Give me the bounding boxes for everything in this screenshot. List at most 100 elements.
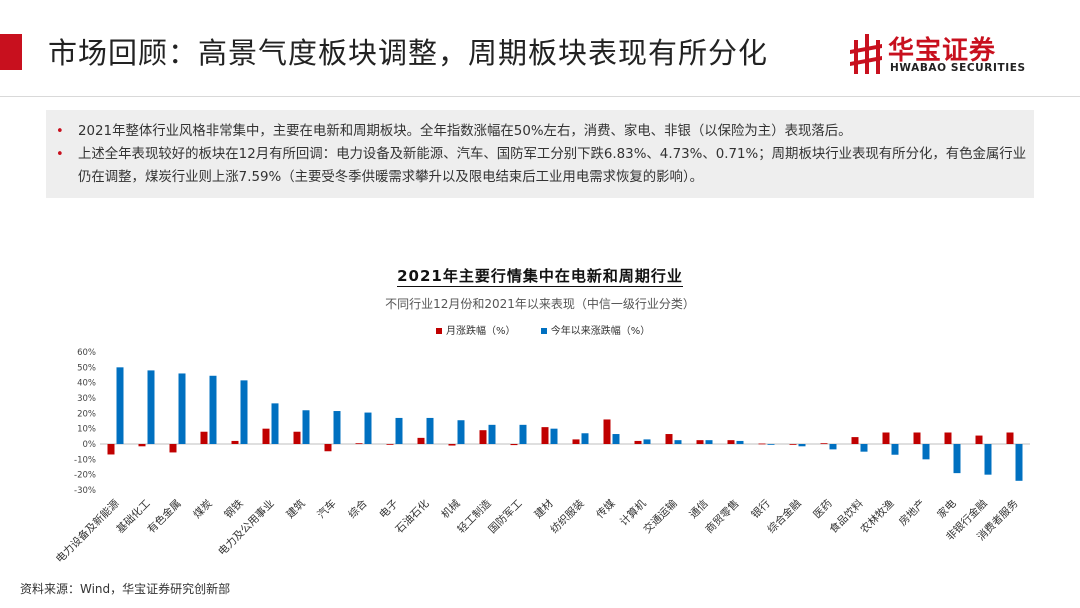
- bar-monthly: [727, 440, 735, 444]
- bar-ytd: [953, 444, 961, 474]
- huabao-logo-icon: [850, 34, 882, 74]
- x-category-label: 建材: [532, 497, 556, 521]
- bar-monthly: [262, 428, 270, 444]
- bar-ytd: [767, 444, 775, 445]
- bar-monthly: [417, 437, 425, 444]
- x-category-label: 综合: [346, 497, 370, 521]
- x-category-label: 煤炭: [191, 497, 215, 521]
- bar-monthly: [789, 444, 797, 445]
- bar-monthly: [138, 444, 146, 447]
- legend-swatch-ytd: [540, 328, 547, 334]
- x-category-label: 汽车: [315, 497, 339, 521]
- x-category-label: 农林牧渔: [858, 497, 897, 536]
- x-category-label: 电力设备及新能源: [53, 497, 122, 566]
- bar-monthly: [634, 440, 642, 444]
- bar-monthly: [541, 427, 549, 444]
- x-category-label: 石油石化: [393, 497, 432, 536]
- logo-chinese: 华宝证券: [888, 36, 997, 66]
- bar-monthly: [293, 431, 301, 444]
- y-tick-label: 40%: [77, 379, 96, 389]
- legend-item-ytd: 今年以来涨跌幅（%）: [540, 322, 651, 337]
- bar-ytd: [550, 428, 558, 444]
- bar-monthly: [603, 419, 611, 444]
- bar-ytd: [922, 444, 930, 460]
- bar-monthly: [231, 440, 239, 444]
- bar-ytd: [1015, 444, 1023, 481]
- summary-bullet: • 上述全年表现较好的板块在12月有所回调：电力设备及新能源、汽车、国防军工分别…: [46, 143, 1034, 189]
- chart-legend: 月涨跌幅（%） 今年以来涨跌幅（%）: [436, 322, 672, 337]
- legend-swatch-monthly: [436, 328, 442, 334]
- bar-ytd: [674, 440, 682, 444]
- y-tick-label: 0%: [83, 440, 97, 450]
- bar-ytd: [736, 440, 744, 444]
- bar-ytd: [209, 375, 217, 444]
- x-category-label: 医药: [811, 498, 834, 521]
- bar-monthly: [975, 435, 983, 444]
- x-category-label: 传媒: [594, 497, 618, 521]
- bar-ytd: [240, 380, 248, 444]
- bar-ytd: [426, 417, 434, 444]
- bar-ytd: [302, 410, 310, 444]
- chart-subtitle: 不同行业12月份和2021年以来表现（中信一级行业分类）: [385, 297, 695, 311]
- bar-ytd: [612, 434, 620, 444]
- x-category-label: 电子: [377, 497, 401, 521]
- x-category-label: 电力及公用事业: [215, 497, 276, 558]
- bar-monthly: [758, 443, 766, 445]
- title-accent-bar: [0, 34, 22, 70]
- bar-monthly: [169, 444, 177, 453]
- bar-ytd: [705, 440, 713, 444]
- bar-ytd: [271, 403, 279, 444]
- bar-ytd: [116, 367, 124, 444]
- bar-monthly: [572, 439, 580, 444]
- bar-monthly: [510, 444, 518, 446]
- x-category-label: 钢铁: [222, 497, 246, 521]
- bar-monthly: [107, 444, 115, 455]
- x-category-label: 家电: [935, 497, 959, 521]
- x-category-label: 建筑: [284, 497, 308, 521]
- logo-english: HWABAO SECURITIES: [890, 62, 1026, 74]
- x-category-label: 机械: [439, 497, 463, 521]
- bar-ytd: [798, 444, 806, 447]
- x-category-label: 纺织服装: [548, 497, 587, 536]
- page-title: 市场回顾：高景气度板块调整，周期板块表现有所分化: [48, 36, 769, 70]
- y-tick-label: 50%: [77, 363, 96, 373]
- x-category-label: 房地产: [896, 497, 927, 528]
- bar-ytd: [488, 424, 496, 444]
- y-tick-label: -30%: [74, 486, 96, 496]
- chart-title: 2021年主要行情集中在电新和周期行业: [0, 265, 1080, 287]
- legend-label-monthly: 月涨跌幅（%）: [446, 326, 516, 337]
- x-category-label: 有色金属: [145, 497, 184, 536]
- bar-monthly: [696, 440, 704, 444]
- bar-monthly: [324, 444, 332, 452]
- bar-ytd: [333, 411, 341, 444]
- legend-label-ytd: 今年以来涨跌幅（%）: [550, 326, 651, 337]
- source-note: 资料来源：Wind，华宝证券研究创新部: [20, 582, 231, 596]
- y-tick-label: -10%: [74, 455, 96, 465]
- bar-ytd: [178, 373, 186, 444]
- summary-bullet-text: 2021年整体行业风格非常集中，主要在电新和周期板块。全年指数涨幅在50%左右，…: [78, 124, 852, 139]
- bar-ytd: [829, 444, 837, 450]
- company-logo: 华宝证券 HWABAO SECURITIES: [848, 30, 1038, 80]
- summary-box: • 2021年整体行业风格非常集中，主要在电新和周期板块。全年指数涨幅在50%左…: [46, 110, 1034, 198]
- bar-ytd: [643, 439, 651, 444]
- bullet-icon: •: [56, 147, 64, 162]
- bar-monthly: [448, 444, 456, 446]
- x-category-label: 通信: [687, 498, 710, 521]
- summary-bullet: • 2021年整体行业风格非常集中，主要在电新和周期板块。全年指数涨幅在50%左…: [46, 120, 1034, 143]
- bar-ytd: [581, 433, 589, 444]
- bar-monthly: [665, 434, 673, 444]
- x-category-label: 交通运输: [641, 497, 680, 536]
- y-tick-label: 20%: [77, 409, 96, 419]
- bar-monthly: [200, 431, 208, 444]
- bar-ytd: [519, 424, 527, 444]
- y-tick-label: 60%: [77, 348, 96, 358]
- bar-monthly: [386, 444, 394, 445]
- bar-ytd: [984, 444, 992, 475]
- summary-bullet-text: 上述全年表现较好的板块在12月有所回调：电力设备及新能源、汽车、国防军工分别下跌…: [78, 147, 1027, 185]
- x-category-label: 综合金融: [765, 497, 804, 536]
- y-tick-label: -20%: [74, 471, 96, 481]
- bar-ytd: [364, 412, 372, 444]
- bar-monthly: [355, 443, 363, 445]
- bar-monthly: [1006, 432, 1014, 444]
- bar-monthly: [913, 432, 921, 444]
